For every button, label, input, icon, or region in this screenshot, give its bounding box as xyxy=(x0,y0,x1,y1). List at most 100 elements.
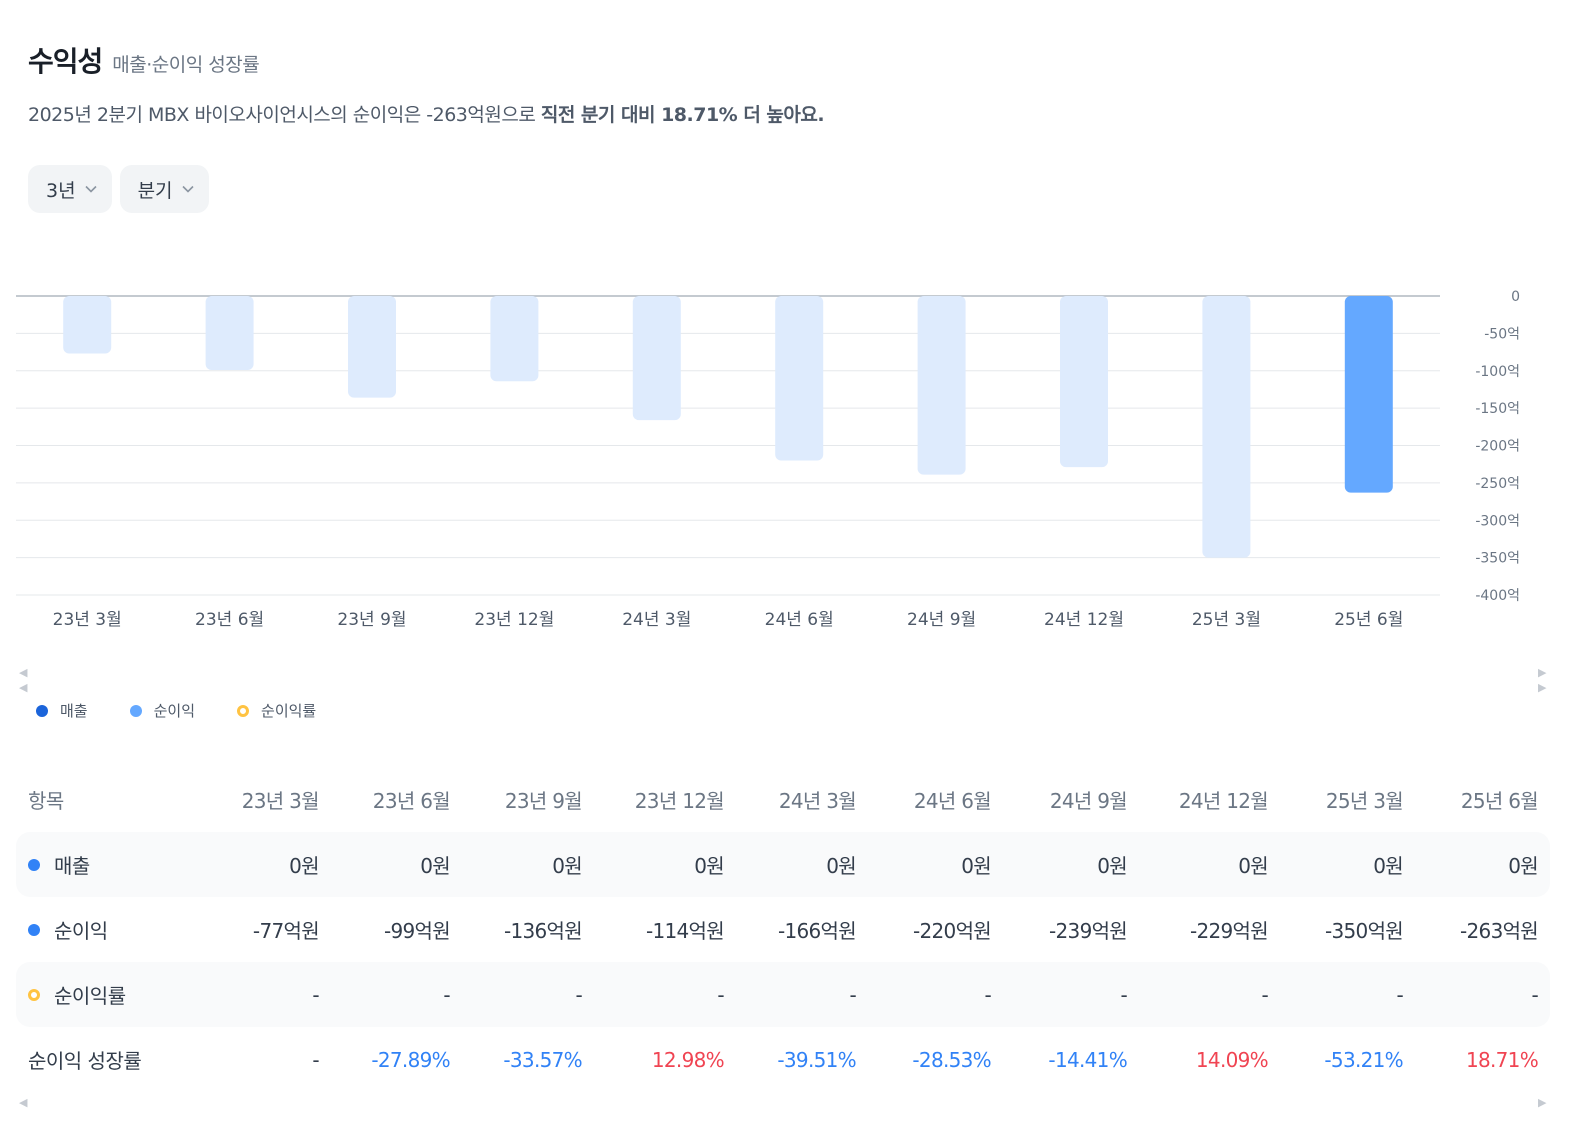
column-header: 25년 6월 xyxy=(1460,788,1539,813)
table-cell: - xyxy=(443,982,450,1007)
table-cell: 0원 xyxy=(1373,854,1403,878)
table-cell: -136억원 xyxy=(503,919,583,943)
summary-text: 2025년 2분기 MBX 바이오사이언시스의 순이익은 -263억원으로 직전… xyxy=(28,100,825,127)
x-tick-label: 25년 6월 xyxy=(1334,610,1403,630)
section-title: 수익성 xyxy=(28,45,103,78)
x-tick-label: 24년 3월 xyxy=(622,610,691,630)
table-cell: -229억원 xyxy=(1189,919,1269,943)
summary-emphasis: 직전 분기 대비 18.71% 더 높아요. xyxy=(540,104,825,126)
bar-3 xyxy=(348,296,396,398)
table-cell: -53.21% xyxy=(1324,1047,1403,1072)
row-label-cell: 순이익 xyxy=(16,915,205,944)
table-cell: -99억원 xyxy=(383,919,451,943)
table-cell: -27.89% xyxy=(371,1047,450,1072)
y-tick-label: -50억 xyxy=(1484,326,1520,342)
table-cell: 0원 xyxy=(1238,854,1268,878)
table-cell: -166억원 xyxy=(777,919,857,943)
chevron-down-icon xyxy=(85,185,97,193)
y-tick-label: -300억 xyxy=(1475,513,1520,529)
row-label-cell: 순이익률 xyxy=(16,980,205,1009)
column-header: 24년 3월 xyxy=(778,788,857,813)
x-tick-label: 25년 3월 xyxy=(1192,610,1261,630)
table-cell: - xyxy=(1261,982,1268,1007)
y-tick-label: -200억 xyxy=(1475,439,1520,455)
column-header: 23년 9월 xyxy=(504,788,583,813)
legend-item[interactable]: 매출 xyxy=(36,700,88,721)
financial-table: 항목 23년 3월 23년 6월 23년 9월 23년 12월 24년 3월 24년 6월 2… xyxy=(16,766,1550,1092)
table-cell: - xyxy=(1120,982,1127,1007)
bar-2 xyxy=(205,296,254,371)
interval-dropdown-label: 분기 xyxy=(137,179,173,202)
legend-item[interactable]: 순이익 xyxy=(129,700,195,721)
section-subtitle: 매출·순이익 성장률 xyxy=(112,54,260,76)
legend-marker xyxy=(129,704,142,717)
bar-7 xyxy=(917,296,966,475)
table-cell: 0원 xyxy=(826,854,856,878)
bar-6 xyxy=(775,296,824,461)
table-cell: - xyxy=(984,982,991,1007)
x-tick-label: 24년 9월 xyxy=(907,610,976,630)
table-cell: - xyxy=(849,982,856,1007)
table-row: 매출 0원 0원 0원 0원 0원 0원 0원 0원 0원 0원 xyxy=(16,832,1550,897)
x-tick-label: 23년 12월 xyxy=(474,610,554,630)
table-cell: 0원 xyxy=(694,854,724,878)
bar-4 xyxy=(490,296,539,382)
x-tick-label: 23년 3월 xyxy=(53,610,122,630)
table-cell: 0원 xyxy=(552,854,582,878)
column-header: 23년 6월 xyxy=(372,788,451,813)
row-label: 순이익률 xyxy=(54,984,126,1008)
chart-scroll-left-icon[interactable]: ◀ xyxy=(19,681,28,694)
table-cell: 12.98% xyxy=(651,1047,725,1072)
y-tick-label: 0 xyxy=(1511,289,1520,305)
x-tick-label: 23년 6월 xyxy=(195,610,264,630)
period-dropdown-label: 3년 xyxy=(46,179,76,202)
table-cell: -77억원 xyxy=(252,919,320,943)
chart-legend: 매출 순이익 순이익률 xyxy=(36,700,316,721)
table-cell: -33.57% xyxy=(503,1047,582,1072)
summary-prefix: 2025년 2분기 MBX 바이오사이언시스의 순이익은 -263억원으로 xyxy=(28,104,541,126)
table-cell: -114억원 xyxy=(645,919,725,943)
x-tick-label: 24년 6월 xyxy=(765,610,834,630)
column-header: 24년 12월 xyxy=(1178,788,1269,813)
table-row: 순이익률 - - - - - - - - - - xyxy=(16,962,1550,1027)
section-header: 수익성 매출·순이익 성장률 xyxy=(28,40,260,80)
y-tick-label: -100억 xyxy=(1475,364,1520,380)
table-cell: -220억원 xyxy=(912,919,992,943)
chart-scroll-left-icon[interactable]: ◀ xyxy=(19,666,28,679)
bar-10 xyxy=(1344,296,1393,493)
column-header: 23년 3월 xyxy=(241,788,320,813)
table-header-label: 항목 xyxy=(28,788,64,813)
y-tick-label: -350억 xyxy=(1475,551,1520,567)
table-cell: -263억원 xyxy=(1460,919,1539,943)
y-tick-label: -250억 xyxy=(1475,476,1520,492)
table-cell: 0원 xyxy=(420,854,450,878)
column-header: 25년 3월 xyxy=(1325,788,1404,813)
row-label: 순이익 성장률 xyxy=(28,1049,142,1073)
table-header-row: 항목 23년 3월 23년 6월 23년 9월 23년 12월 24년 3월 24년 6월 2… xyxy=(16,766,1550,832)
column-header: 24년 9월 xyxy=(1049,788,1128,813)
table-cell: - xyxy=(1531,982,1538,1007)
table-cell: -28.53% xyxy=(912,1047,991,1072)
y-tick-label: -400억 xyxy=(1475,588,1520,604)
bar-9 xyxy=(1202,296,1251,558)
legend-item[interactable]: 순이익률 xyxy=(237,700,316,721)
chart-scroll-right-icon[interactable]: ▶ xyxy=(1538,666,1547,679)
table-cell: 0원 xyxy=(1508,854,1538,878)
chart-scroll-right-icon[interactable]: ▶ xyxy=(1538,681,1547,694)
row-label-cell: 순이익 성장률 xyxy=(16,1045,205,1074)
table-cell: -350억원 xyxy=(1324,919,1404,943)
table-cell: - xyxy=(312,982,319,1007)
table-cell: 18.71% xyxy=(1465,1047,1539,1072)
table-row: 순이익 -77억원 -99억원 -136억원 -114억원 -166억원 -220억원 -23… xyxy=(16,897,1550,962)
interval-dropdown[interactable]: 분기 xyxy=(119,165,209,213)
bar-5 xyxy=(632,296,681,421)
legend-marker xyxy=(237,704,250,717)
table-cell: - xyxy=(1396,982,1403,1007)
table-cell: - xyxy=(312,1047,319,1072)
table-scroll-left-icon[interactable]: ◀ xyxy=(19,1096,28,1109)
column-header: 24년 6월 xyxy=(913,788,992,813)
row-label: 순이익 xyxy=(54,919,108,943)
period-dropdown[interactable]: 3년 xyxy=(28,165,112,213)
table-scroll-right-icon[interactable]: ▶ xyxy=(1538,1096,1547,1109)
column-header: 23년 12월 xyxy=(634,788,725,813)
